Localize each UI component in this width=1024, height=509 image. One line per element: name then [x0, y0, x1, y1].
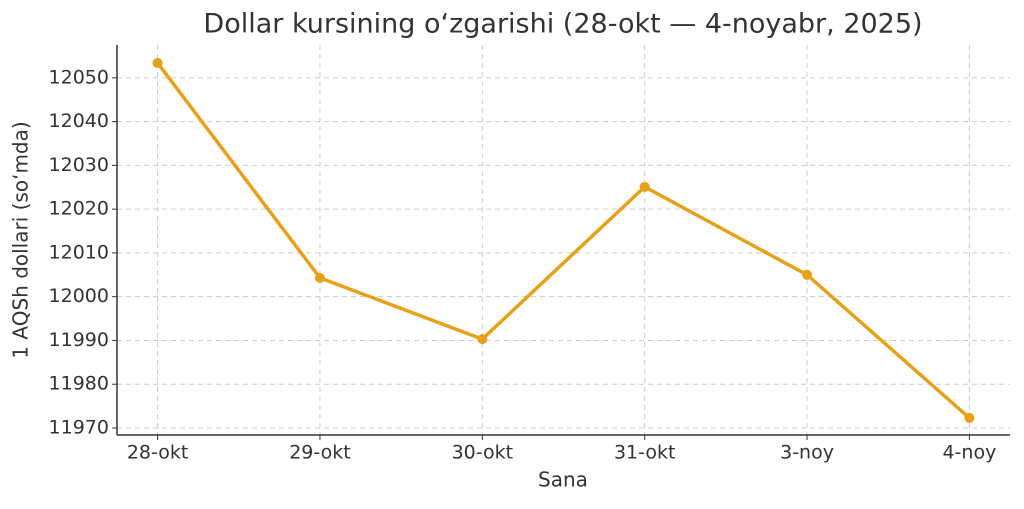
- y-axis-label: 1 AQSh dollari (so‘mda): [9, 121, 33, 358]
- x-tick-label: 28-okt: [127, 442, 188, 464]
- y-tick-label: 12010: [49, 241, 109, 263]
- x-axis-label: Sana: [538, 468, 588, 492]
- point: [314, 272, 325, 283]
- point: [802, 269, 813, 280]
- x-tick-label: 29-okt: [289, 442, 350, 464]
- point: [639, 181, 650, 192]
- y-tick-label: 11970: [49, 416, 109, 438]
- y-tick-label: 12050: [49, 66, 109, 88]
- line: [156, 61, 971, 420]
- x-tick-label: 3-noy: [780, 442, 834, 464]
- y-tick-label: 12040: [49, 110, 109, 132]
- point: [477, 334, 488, 345]
- x-tick-label: 30-okt: [452, 442, 513, 464]
- y-tick-label: 12030: [49, 154, 109, 176]
- x-tick-label: 31-okt: [614, 442, 675, 464]
- point: [152, 57, 163, 68]
- y-tick-label: 11980: [49, 373, 109, 395]
- chart-title: Dollar kursining o‘zgarishi (28-okt — 4-…: [203, 9, 922, 40]
- y-tick-label: 12020: [49, 198, 109, 220]
- x-tick-label: 4-noy: [942, 442, 996, 464]
- point: [964, 412, 975, 423]
- y-tick-label: 11990: [49, 329, 109, 351]
- y-tick-label: 12000: [49, 285, 109, 307]
